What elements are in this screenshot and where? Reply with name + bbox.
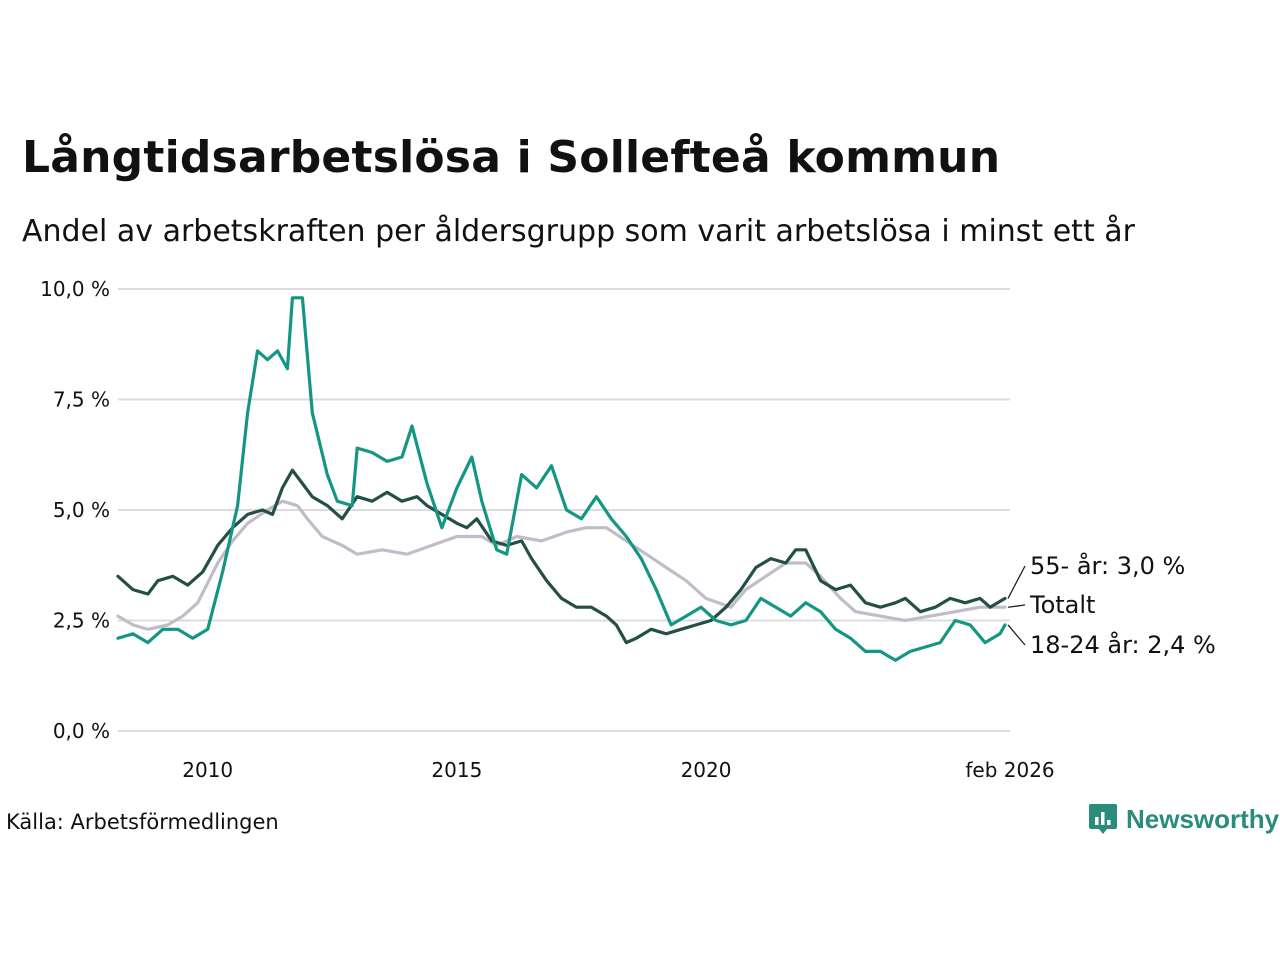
leader-line <box>1007 604 1026 608</box>
end-label-totalt: Totalt <box>1029 591 1095 619</box>
chart-subtitle: Andel av arbetskraften per åldersgrupp s… <box>22 214 1135 249</box>
x-axis: 2010 2015 2020 feb 2026 <box>182 758 1054 782</box>
y-tick-label: 10,0 % <box>40 277 110 301</box>
series-line-55-r <box>116 468 1007 645</box>
leader-line <box>1007 565 1026 599</box>
end-labels: 55- år: 3,0 % Totalt 18-24 år: 2,4 % <box>1007 551 1216 659</box>
series-line-totalt <box>116 499 1007 631</box>
y-tick-label: 2,5 % <box>53 609 110 633</box>
x-tick-label: 2020 <box>681 758 732 782</box>
x-tick-label: feb 2026 <box>965 758 1054 782</box>
y-tick-label: 7,5 % <box>53 388 110 412</box>
newsworthy-logo-icon <box>1089 804 1117 834</box>
gridlines <box>118 288 1010 732</box>
y-tick-label: 0,0 % <box>53 719 110 743</box>
end-label-18-24-r: 18-24 år: 2,4 % <box>1030 630 1216 659</box>
x-tick-label: 2010 <box>182 758 233 782</box>
end-label-55-r: 55- år: 3,0 % <box>1030 551 1185 580</box>
series-lines <box>116 296 1007 662</box>
newsworthy-logo: Newsworthy <box>1088 802 1279 836</box>
y-tick-label: 5,0 % <box>53 498 110 522</box>
x-tick-label: 2015 <box>431 758 482 782</box>
series-line-18-24-r <box>116 296 1007 662</box>
chart-title: Långtidsarbetslösa i Sollefteå kommun <box>22 132 1001 183</box>
y-axis: 0,0 % 2,5 % 5,0 % 7,5 % 10,0 % <box>40 277 110 743</box>
source-note: Källa: Arbetsförmedlingen <box>6 810 279 834</box>
line-chart: 0,0 % 2,5 % 5,0 % 7,5 % 10,0 % 2010 2015 2020 f… <box>40 277 1216 782</box>
leader-line <box>1007 624 1026 646</box>
newsworthy-logo-text: Newsworthy <box>1126 803 1280 834</box>
